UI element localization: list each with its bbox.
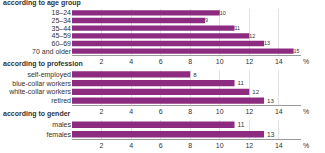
svg-text:15: 15 xyxy=(294,48,300,54)
svg-text:retired: retired xyxy=(51,97,71,104)
svg-text:45–59: 45–59 xyxy=(52,32,72,39)
svg-text:8: 8 xyxy=(188,108,192,115)
svg-text:8: 8 xyxy=(193,71,197,78)
svg-text:12: 12 xyxy=(245,108,253,115)
svg-text:blue-collar workers: blue-collar workers xyxy=(12,80,71,87)
svg-text:10: 10 xyxy=(216,142,224,149)
svg-text:self-employed: self-employed xyxy=(27,71,71,79)
svg-text:2: 2 xyxy=(100,108,104,115)
svg-text:11: 11 xyxy=(238,79,245,86)
svg-text:10: 10 xyxy=(220,10,226,16)
svg-text:4: 4 xyxy=(129,142,133,149)
svg-text:4: 4 xyxy=(129,58,133,65)
svg-text:25–34: 25–34 xyxy=(52,17,72,24)
svg-text:14: 14 xyxy=(275,58,283,65)
svg-text:%: % xyxy=(303,108,309,115)
svg-text:12: 12 xyxy=(249,33,255,39)
svg-text:6: 6 xyxy=(159,108,163,115)
svg-text:14: 14 xyxy=(275,108,283,115)
svg-text:4: 4 xyxy=(129,108,133,115)
svg-text:35–44: 35–44 xyxy=(52,25,72,32)
svg-text:60–69: 60–69 xyxy=(52,40,72,47)
svg-text:9: 9 xyxy=(205,17,208,23)
svg-text:6: 6 xyxy=(159,58,163,65)
svg-text:13: 13 xyxy=(267,131,275,138)
svg-text:2: 2 xyxy=(100,142,104,149)
svg-text:18–24: 18–24 xyxy=(52,9,72,16)
svg-text:10: 10 xyxy=(216,58,224,65)
svg-text:according to age group: according to age group xyxy=(3,0,81,7)
svg-text:13: 13 xyxy=(267,97,274,104)
svg-text:13: 13 xyxy=(264,40,270,46)
svg-text:11: 11 xyxy=(235,25,241,31)
svg-text:12: 12 xyxy=(245,58,253,65)
svg-text:white-collar workers: white-collar workers xyxy=(8,88,71,95)
svg-text:70 and older: 70 and older xyxy=(32,48,72,55)
svg-text:%: % xyxy=(303,58,309,65)
svg-text:8: 8 xyxy=(188,58,192,65)
svg-text:12: 12 xyxy=(245,142,253,149)
svg-text:%: % xyxy=(303,142,309,149)
svg-text:10: 10 xyxy=(216,108,224,115)
svg-text:according to profession: according to profession xyxy=(3,60,83,68)
svg-text:males: males xyxy=(52,121,71,128)
svg-text:11: 11 xyxy=(238,121,245,128)
svg-text:6: 6 xyxy=(159,142,163,149)
svg-text:according to gender: according to gender xyxy=(3,110,71,118)
svg-text:8: 8 xyxy=(188,142,192,149)
svg-text:2: 2 xyxy=(100,58,104,65)
svg-text:12: 12 xyxy=(252,88,259,95)
svg-text:females: females xyxy=(46,131,71,138)
svg-text:14: 14 xyxy=(275,142,283,149)
